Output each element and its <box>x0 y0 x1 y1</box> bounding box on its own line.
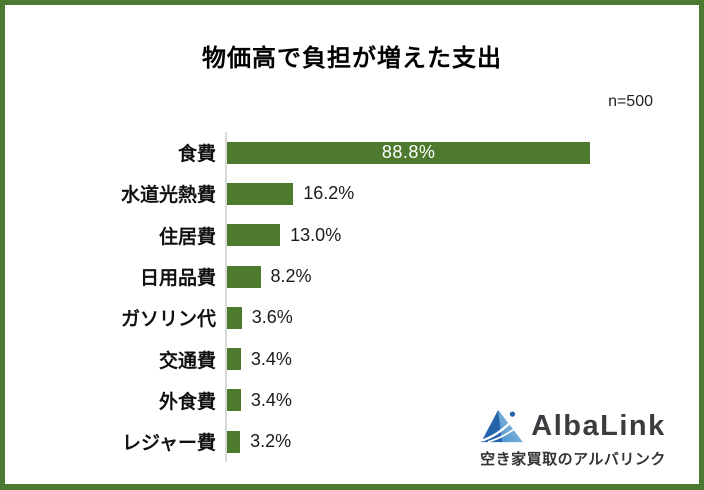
chart-row: ガソリン代 3.6% <box>13 297 687 339</box>
chart-row: 食費 88.8% <box>13 132 687 174</box>
chart-row: 交通費 3.4% <box>13 338 687 380</box>
bar <box>227 224 281 247</box>
albalink-logo: AlbaLink 空き家買取のアルバリンク <box>473 407 673 469</box>
value-label: 3.4% <box>250 348 292 369</box>
category-label: 住居費 <box>158 226 216 248</box>
bar-track: 13.0% <box>225 214 687 256</box>
value-label: 88.8% <box>381 142 436 163</box>
logo-tagline: 空き家買取のアルバリンク <box>480 451 666 468</box>
bar-chart: 食費 88.8% 水道光熱費 16.2% 住居費 13.0% 日用品費 8.2% ガソリン代 3.… <box>13 132 687 463</box>
category-label: 水道光熱費 <box>120 185 216 207</box>
chart-row: 外食費 3.4% <box>13 379 687 422</box>
bar <box>227 265 261 288</box>
value-label: 16.2% <box>303 183 355 204</box>
value-label: 13.0% <box>290 224 342 245</box>
value-label: 3.6% <box>251 307 293 328</box>
bar: 88.8% <box>227 141 591 164</box>
logo-brand-text: AlbaLink <box>531 409 666 442</box>
bar <box>227 430 241 453</box>
bar-track: 3.4% <box>225 338 687 380</box>
value-label: 8.2% <box>270 266 312 287</box>
chart-row: レジャー費 3.2% <box>13 421 687 463</box>
bar-track: 3.6% <box>225 297 687 339</box>
bar-track: 3.2% <box>225 421 687 463</box>
bar <box>227 306 242 329</box>
value-label: 3.2% <box>250 431 292 452</box>
bar-track: 3.4% <box>225 379 687 422</box>
bar <box>227 182 294 205</box>
chart-title: 物価高で負担が増えた支出 <box>202 45 502 72</box>
category-label: 日用品費 <box>139 268 216 290</box>
albalink-triangle-icon <box>481 409 524 443</box>
bar-track: 88.8% <box>225 132 687 174</box>
sample-size: n=500 <box>608 93 653 110</box>
bar-track: 16.2% <box>225 173 687 215</box>
chart-row: 水道光熱費 16.2% <box>13 173 687 215</box>
category-label: 交通費 <box>158 350 216 372</box>
category-label: ガソリン代 <box>120 309 216 331</box>
chart-row: 住居費 13.0% <box>13 214 687 256</box>
value-label: 3.4% <box>250 389 292 410</box>
category-label: 食費 <box>177 144 216 166</box>
bar-track: 8.2% <box>225 255 687 298</box>
bar <box>227 348 241 371</box>
category-label: レジャー費 <box>121 433 216 455</box>
chart-row: 日用品費 8.2% <box>13 255 687 298</box>
category-label: 外食費 <box>158 391 216 413</box>
bar <box>227 389 241 412</box>
